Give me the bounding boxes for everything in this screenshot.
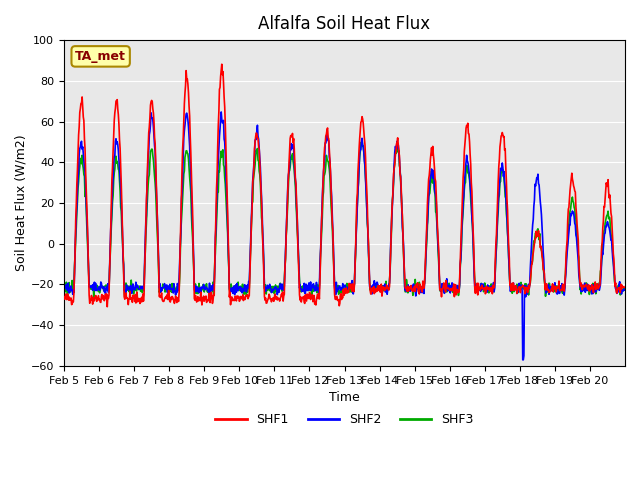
Y-axis label: Soil Heat Flux (W/m2): Soil Heat Flux (W/m2) bbox=[15, 135, 28, 271]
X-axis label: Time: Time bbox=[329, 391, 360, 404]
Text: TA_met: TA_met bbox=[76, 50, 126, 63]
Legend: SHF1, SHF2, SHF3: SHF1, SHF2, SHF3 bbox=[211, 408, 479, 432]
Title: Alfalfa Soil Heat Flux: Alfalfa Soil Heat Flux bbox=[259, 15, 431, 33]
